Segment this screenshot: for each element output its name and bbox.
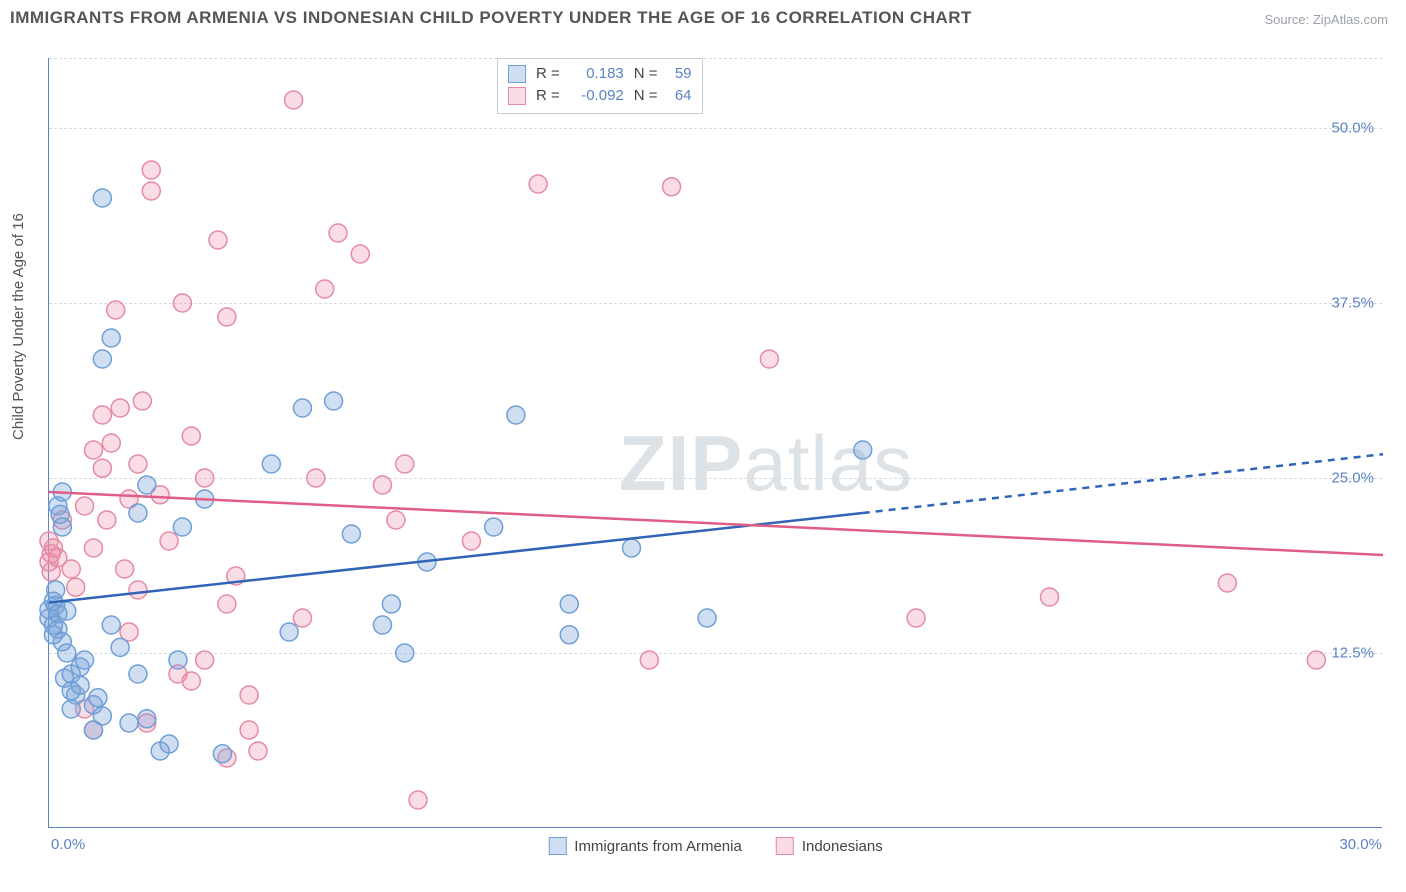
- r-value-armenia: 0.183: [570, 63, 624, 85]
- legend-item-indonesians: Indonesians: [776, 837, 883, 855]
- swatch-armenia: [548, 837, 566, 855]
- n-value-indonesians: 64: [668, 85, 692, 107]
- swatch-armenia: [508, 65, 526, 83]
- legend-label-armenia: Immigrants from Armenia: [574, 838, 742, 855]
- r-value-indonesians: -0.092: [570, 85, 624, 107]
- stats-row-indonesians: R = -0.092 N = 64: [508, 85, 692, 107]
- swatch-indonesians: [508, 87, 526, 105]
- chart-svg: [49, 58, 1382, 827]
- y-axis-label: Child Poverty Under the Age of 16: [10, 213, 27, 440]
- n-label: N =: [634, 63, 658, 85]
- source-label: Source: ZipAtlas.com: [1264, 12, 1388, 27]
- r-label: R =: [536, 85, 560, 107]
- legend: Immigrants from Armenia Indonesians: [548, 837, 882, 855]
- n-value-armenia: 59: [668, 63, 692, 85]
- plot-area: ZIPatlas 12.5%25.0%37.5%50.0% R = 0.183 …: [48, 58, 1382, 828]
- x-tick-max: 30.0%: [1339, 836, 1382, 853]
- n-label: N =: [634, 85, 658, 107]
- stats-box: R = 0.183 N = 59 R = -0.092 N = 64: [497, 58, 703, 114]
- legend-label-indonesians: Indonesians: [802, 838, 883, 855]
- x-tick-min: 0.0%: [51, 836, 85, 853]
- stats-row-armenia: R = 0.183 N = 59: [508, 63, 692, 85]
- legend-item-armenia: Immigrants from Armenia: [548, 837, 742, 855]
- r-label: R =: [536, 63, 560, 85]
- swatch-indonesians: [776, 837, 794, 855]
- chart-title: IMMIGRANTS FROM ARMENIA VS INDONESIAN CH…: [10, 8, 972, 28]
